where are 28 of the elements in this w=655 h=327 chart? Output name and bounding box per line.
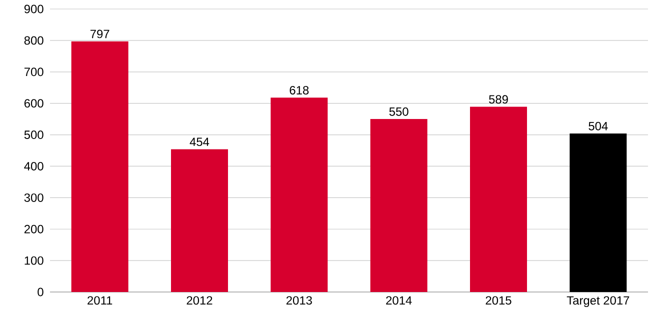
data-label: 504 — [588, 122, 608, 130]
bar — [470, 106, 528, 292]
data-label: 550 — [389, 107, 408, 116]
data-label: 589 — [489, 95, 508, 104]
y-tick-label: 500 — [24, 130, 44, 140]
x-tick-label: 2014 — [386, 296, 412, 305]
y-tick-label: 200 — [24, 224, 44, 234]
bar — [71, 41, 128, 292]
x-tick-label: 2015 — [486, 296, 512, 305]
bar — [370, 119, 428, 292]
y-tick-label: 0 — [38, 288, 44, 296]
y-tick-label: 400 — [24, 162, 44, 170]
data-label: 454 — [190, 138, 210, 146]
x-tick-label: 2012 — [186, 296, 212, 305]
bar — [570, 134, 627, 292]
data-label: 618 — [290, 86, 309, 94]
bar — [171, 149, 228, 292]
data-label: 797 — [90, 30, 110, 38]
y-tick-label: 300 — [24, 193, 44, 202]
y-tick-label: 100 — [24, 256, 44, 265]
x-tick-label: 2013 — [286, 296, 312, 305]
y-tick-label: 700 — [24, 68, 44, 76]
x-tick-label: 2011 — [88, 296, 112, 305]
y-tick-label: 800 — [24, 36, 44, 45]
bar — [270, 98, 328, 292]
y-tick-label: 600 — [24, 99, 44, 108]
y-tick-label: 900 — [24, 4, 44, 14]
x-tick-label: Target 2017 — [566, 296, 630, 308]
